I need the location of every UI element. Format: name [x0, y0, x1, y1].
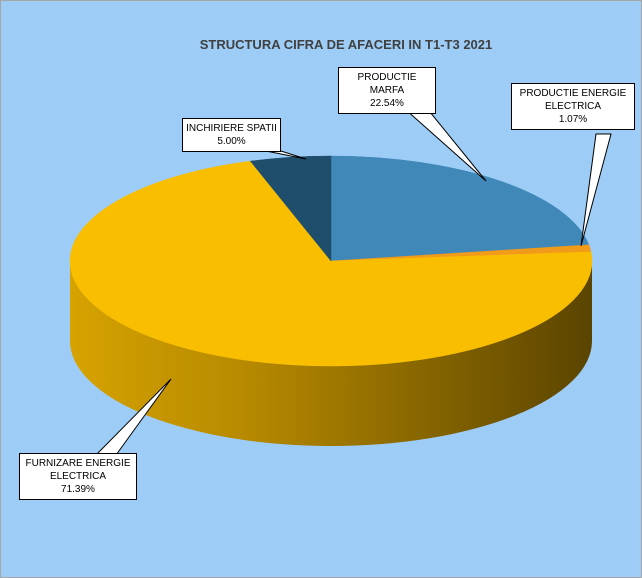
label-category: PRODUCTIE MARFA: [357, 72, 417, 96]
data-label: INCHIRIERE SPATII 5.00%: [182, 118, 281, 152]
data-label: FURNIZARE ENERGIE ELECTRICA 71.39%: [19, 453, 137, 500]
callout-pointer: [580, 133, 612, 247]
label-value: 22.54%: [370, 98, 404, 109]
slice-side: [70, 261, 592, 446]
label-value: 1.07%: [558, 114, 588, 125]
slice: [330, 155, 590, 262]
slice: [249, 155, 332, 262]
label-category: INCHIRIERE SPATII: [186, 123, 277, 134]
chart-title: STRUCTURA CIFRA DE AFACERI IN T1-T3 2021: [199, 37, 493, 52]
label-value: 5.00%: [217, 136, 246, 147]
label-category: PRODUCTIE ENERGIE ELECTRICA: [519, 88, 627, 112]
label-category: FURNIZARE ENERGIE ELECTRICA: [25, 458, 131, 482]
data-label: PRODUCTIE MARFA 22.54%: [338, 67, 436, 114]
slice: [69, 160, 593, 367]
data-label: PRODUCTIE ENERGIE ELECTRICA 1.07%: [511, 83, 635, 130]
label-value: 71.39%: [61, 484, 95, 495]
